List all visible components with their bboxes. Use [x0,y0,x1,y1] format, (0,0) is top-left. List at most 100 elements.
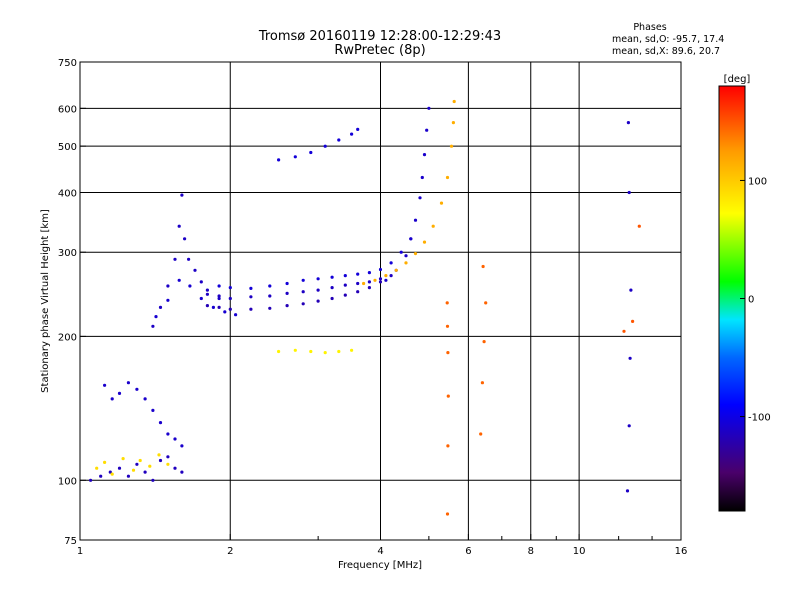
data-point [301,290,305,294]
data-point [367,286,371,290]
data-point [627,424,631,428]
data-point [480,381,484,385]
data-point [180,193,184,197]
data-point [309,349,313,354]
data-point [166,455,170,459]
data-point [205,292,209,296]
data-point [108,470,112,474]
data-point [481,264,485,269]
data-point [316,277,320,281]
data-point [323,144,327,148]
data-point [367,271,371,275]
data-point [446,351,450,355]
data-point [99,474,103,478]
data-point [205,304,209,308]
data-point [205,288,209,292]
data-point [356,272,360,276]
colorbar-tick-label: -100 [748,413,771,424]
colorbar-ticks: 100 0 -100 [740,176,771,424]
data-point [277,349,281,354]
data-point [103,383,107,387]
data-point [110,472,114,476]
data-point [89,478,93,482]
data-point [177,278,181,282]
axis-ticks: 1 2 4 6 8 10 16 75 100 200 300 400 500 600 750 [58,58,687,557]
data-point [268,306,272,310]
data-point [293,348,297,352]
data-point [121,457,125,461]
data-point [285,304,289,308]
data-point [378,267,383,272]
data-point [126,381,130,385]
data-point [356,127,360,131]
data-point [135,462,139,466]
data-point [394,268,398,272]
data-point [285,291,289,295]
x-tick-label: 4 [377,546,383,557]
data-point [627,190,631,195]
data-point [625,489,630,493]
data-point [143,470,147,474]
data-point [445,301,449,305]
data-point [117,391,122,395]
data-point [249,307,253,311]
data-point [343,274,347,278]
data-point [316,288,320,292]
data-point [484,301,488,305]
data-point [143,397,147,401]
data-point [418,196,422,200]
data-point [452,99,456,104]
data-point [228,286,232,290]
data-point [301,278,305,282]
data-point [234,313,238,317]
data-point [173,466,177,470]
data-point [445,324,450,328]
data-point [439,201,444,205]
data-point [188,284,192,288]
data-point [482,340,486,344]
data-point [223,310,227,314]
data-point [148,464,152,468]
data-point [187,257,191,261]
colorbar-label: [deg] [724,74,751,85]
data-point [166,298,170,302]
data-point [389,274,393,278]
y-tick-label: 300 [58,248,77,259]
data-point [626,121,631,125]
data-point [362,281,366,286]
data-point [95,466,99,470]
grid-lines [80,62,681,540]
data-point [404,254,408,258]
data-point [384,274,388,278]
data-point [199,296,203,301]
data-point [268,284,272,288]
data-point [446,394,450,398]
data-point [378,277,383,281]
data-point [293,155,297,159]
chart-subtitle: RwPretec (8p) [334,43,425,58]
data-point [413,252,418,256]
data-point [199,280,203,284]
data-point [301,302,305,306]
data-point [409,237,413,241]
data-point [193,268,197,272]
data-point [323,351,327,355]
data-point [425,128,429,132]
data-point [285,281,289,286]
data-point [420,175,424,180]
data-point [628,356,632,360]
data-point [350,132,354,136]
y-tick-label: 500 [58,142,77,153]
y-axis-label: Stationary phase Virtual Height [km] [40,209,51,393]
data-point [356,281,360,286]
data-point [479,432,483,436]
x-tick-label: 16 [675,546,688,557]
data-point [180,444,184,448]
data-point [166,284,170,288]
data-point [422,240,427,244]
data-point [180,470,184,474]
phase-stats-x: mean, sd,X: 89.6, 20.7 [612,46,720,57]
data-point [131,468,136,472]
data-point [449,144,454,148]
